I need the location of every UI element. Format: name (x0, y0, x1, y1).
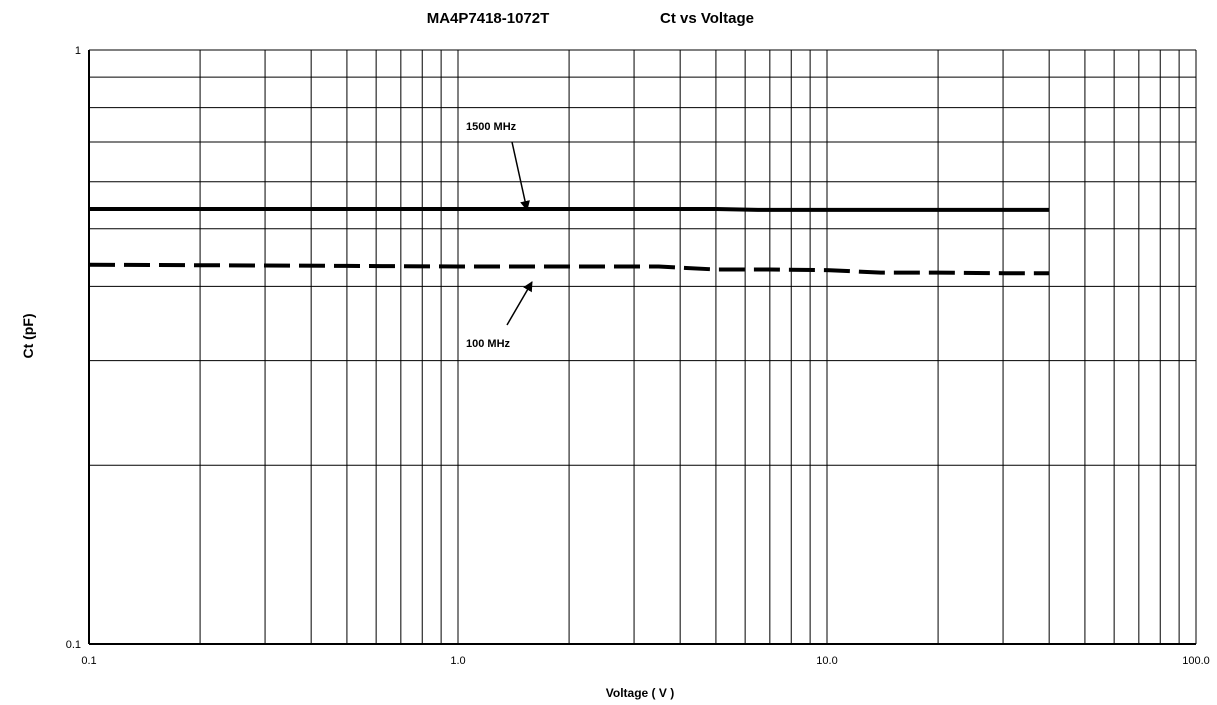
series-line-100-mhz (88, 262, 1050, 276)
annotation-1500mhz-label: 1500 MHz (466, 121, 517, 133)
y-axis-label: Ct (pF) (20, 313, 36, 358)
chart-title-part: MA4P7418-1072T (427, 10, 550, 27)
grid (88, 49, 1197, 645)
x-tick-label: 100.0 (1182, 655, 1210, 667)
y-tick-labels: 0.11 (66, 45, 81, 651)
series-lines (88, 207, 1050, 276)
series-line-1500-mhz (89, 207, 1050, 212)
annotation-1500mhz-arrow (511, 141, 530, 211)
annotation-100mhz-arrow (506, 281, 533, 326)
x-tick-label: 0.1 (81, 655, 96, 667)
x-tick-labels: 0.1 1.0 10.0 100.0 (81, 655, 1209, 667)
y-tick-label: 1 (75, 45, 81, 57)
chart-title: Ct vs Voltage (660, 10, 754, 27)
x-tick-label: 1.0 (450, 655, 465, 667)
x-axis-label: Voltage ( V ) (606, 686, 674, 700)
x-tick-label: 10.0 (816, 655, 837, 667)
y-tick-label: 0.1 (66, 639, 81, 651)
annotation-100mhz-label: 100 MHz (466, 338, 511, 350)
